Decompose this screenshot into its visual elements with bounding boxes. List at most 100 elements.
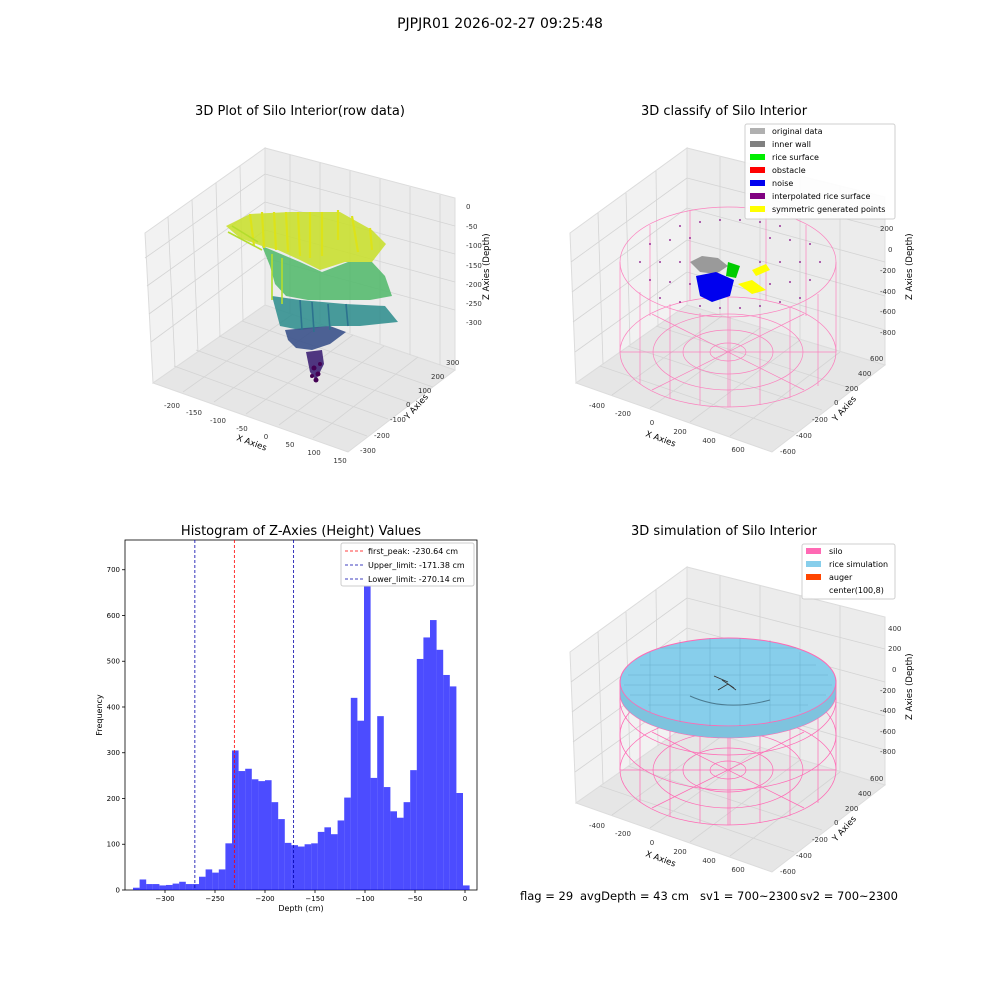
histogram-bar bbox=[423, 637, 430, 890]
raw-cloud-surface-dark bbox=[285, 326, 346, 350]
histogram-bar bbox=[291, 845, 298, 890]
simulation-z-tick: -800 bbox=[880, 748, 896, 756]
simulation-z-axis-label: Z Axies (Depth) bbox=[905, 653, 915, 720]
histogram-legend-box bbox=[340, 542, 475, 587]
classify-z-tick: -800 bbox=[880, 329, 896, 337]
classify-x-tick: -400 bbox=[589, 402, 605, 410]
histogram-bar bbox=[383, 787, 391, 890]
histogram-bar bbox=[278, 819, 285, 890]
legend-swatch-symmetric bbox=[750, 206, 765, 212]
raw-cloud-surface-teal bbox=[272, 296, 398, 330]
simulation-y-tick: 400 bbox=[858, 790, 871, 798]
raw-x-tick: -150 bbox=[186, 409, 202, 417]
raw-x-tick: -200 bbox=[164, 402, 180, 410]
histogram-x-tick-label: −250 bbox=[205, 895, 224, 903]
histogram-bar bbox=[449, 686, 457, 890]
histogram-ticks: −300 −250 −200 −150 −100 −50 0 0 100 200 300 400 500… bbox=[107, 566, 468, 903]
legend-swatch-silo bbox=[806, 548, 821, 554]
classify-y-tick: 400 bbox=[858, 370, 871, 378]
simulation-rice-surface bbox=[619, 637, 837, 739]
histogram-bar bbox=[146, 884, 153, 890]
histogram-bar bbox=[172, 883, 180, 890]
legend-label-silo: silo bbox=[829, 547, 843, 556]
legend-swatch-auger bbox=[806, 574, 821, 580]
simulation-y-tick: -600 bbox=[780, 868, 796, 876]
classify-x-tick: 600 bbox=[731, 446, 744, 454]
simulation-axis-ticks: -400 -200 0 200 400 600 -600 -400 -200 0… bbox=[589, 625, 901, 876]
histogram-bar bbox=[265, 780, 272, 890]
classify-plot-title: 3D classify of Silo Interior bbox=[640, 104, 808, 119]
histogram-bar bbox=[311, 843, 318, 890]
classify-legend: original data inner wall rice surface ob… bbox=[744, 123, 896, 220]
raw-plot-title: 3D Plot of Silo Interior(row data) bbox=[195, 104, 405, 119]
histogram-bar bbox=[377, 716, 384, 890]
histogram-bar bbox=[463, 885, 470, 890]
histogram-bar bbox=[344, 797, 351, 890]
simulation-auger bbox=[713, 675, 737, 691]
histogram-bar bbox=[430, 620, 437, 890]
simulation-z-tick: 200 bbox=[888, 645, 901, 653]
raw-z-tick: -300 bbox=[466, 319, 482, 327]
classify-silo-wireframe bbox=[619, 206, 837, 408]
histogram-y-tick-label: 600 bbox=[107, 612, 120, 620]
raw-y-tick: 0 bbox=[406, 401, 410, 409]
legend-label-noise: noise bbox=[772, 179, 793, 188]
raw-cloud-surface-top bbox=[226, 212, 386, 270]
raw-y-tick: 200 bbox=[431, 373, 444, 381]
histogram-bar bbox=[232, 750, 239, 890]
histogram-bar bbox=[397, 817, 404, 890]
simulation-y-tick: 600 bbox=[870, 775, 883, 783]
raw-pane-floor bbox=[151, 304, 457, 453]
legend-swatch-interpolated bbox=[750, 193, 765, 199]
histogram-bar bbox=[350, 697, 358, 890]
simulation-x-tick: 200 bbox=[673, 848, 686, 856]
histogram-bar bbox=[199, 876, 206, 890]
simulation-x-tick: 600 bbox=[731, 866, 744, 874]
raw-x-tick: -50 bbox=[236, 425, 247, 433]
histogram-y-tick-label: 500 bbox=[107, 658, 120, 666]
raw-cloud-surface-green bbox=[262, 246, 392, 300]
legend-label-lower-limit: Lower_limit: -270.14 cm bbox=[368, 575, 465, 584]
histogram-bar bbox=[443, 674, 450, 890]
histogram-y-tick-label: 0 bbox=[116, 887, 120, 895]
status-avg-depth: avgDepth = 43 cm bbox=[580, 889, 689, 903]
raw-z-axis-label: Z Axies (Depth) bbox=[482, 233, 492, 300]
simulation-rice-depression bbox=[689, 695, 771, 706]
histogram-bar bbox=[370, 777, 378, 890]
histogram-bar bbox=[390, 811, 397, 890]
simulation-x-tick: 400 bbox=[702, 857, 715, 865]
raw-z-tick: -100 bbox=[466, 242, 482, 250]
simulation-z-tick: -200 bbox=[880, 687, 896, 695]
simulation-z-tick: -600 bbox=[880, 728, 896, 736]
simulation-z-tick: 400 bbox=[888, 625, 901, 633]
histogram-reference-lines bbox=[194, 540, 295, 890]
histogram-bar bbox=[225, 843, 232, 890]
histogram-x-axis-label: Depth (cm) bbox=[278, 904, 323, 913]
legend-label-symmetric: symmetric generated points bbox=[772, 205, 885, 214]
status-flag: flag = 29 bbox=[520, 889, 574, 903]
classify-x-tick: 200 bbox=[673, 428, 686, 436]
histogram-bar bbox=[337, 820, 345, 890]
histogram-y-axis-label: Frequency bbox=[95, 694, 104, 736]
simulation-legend: silo rice simulation auger center(100,8) bbox=[801, 543, 896, 600]
raw-z-tick: -150 bbox=[466, 262, 482, 270]
histogram-bar bbox=[416, 658, 424, 890]
simulation-pane-floor bbox=[574, 724, 887, 873]
raw-x-tick: 0 bbox=[264, 433, 268, 441]
histogram-bar bbox=[284, 842, 292, 890]
histogram-y-tick-label: 700 bbox=[107, 566, 120, 574]
legend-label-obstacle: obstacle bbox=[772, 166, 806, 175]
simulation-y-tick: 200 bbox=[845, 805, 858, 813]
classify-z-tick: -400 bbox=[880, 288, 896, 296]
histogram-bar bbox=[205, 869, 213, 890]
classify-z-tick: 0 bbox=[888, 246, 892, 254]
legend-label-auger: auger bbox=[829, 573, 853, 582]
legend-swatch-obstacle bbox=[750, 167, 765, 173]
simulation-plot-title: 3D simulation of Silo Interior bbox=[631, 524, 817, 539]
histogram-bar bbox=[245, 768, 252, 890]
histogram-bar bbox=[324, 827, 331, 890]
classify-y-tick: 0 bbox=[834, 399, 838, 407]
histogram-bar bbox=[258, 781, 265, 890]
